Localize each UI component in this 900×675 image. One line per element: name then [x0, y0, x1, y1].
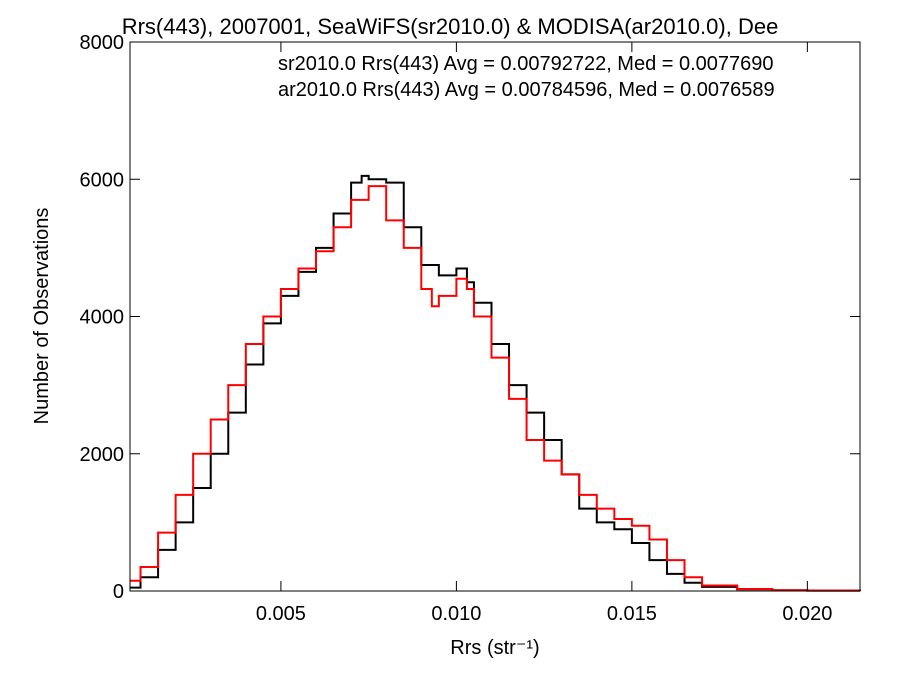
y-tick-label: 0	[113, 581, 124, 603]
legend: sr2010.0 Rrs(443) Avg = 0.00792722, Med …	[278, 53, 775, 101]
legend-entry-sr2010: sr2010.0 Rrs(443) Avg = 0.00792722, Med …	[278, 53, 774, 75]
series-layer	[130, 174, 861, 592]
ticks-layer: 0.005 0.010 0.015 0.020 0 2000 4000 6000 8000	[80, 32, 860, 625]
series-line-sr2010.0	[130, 174, 861, 592]
y-tick-label: 6000	[80, 169, 125, 191]
x-tick-label: 0.020	[782, 603, 832, 625]
plot-frame	[129, 41, 861, 592]
x-tick-label: 0.015	[607, 603, 657, 625]
series-line-ar2010.0	[130, 185, 861, 592]
y-tick-label: 8000	[80, 32, 125, 54]
x-tick-label: 0.010	[431, 603, 481, 625]
legend-entry-ar2010: ar2010.0 Rrs(443) Avg = 0.00784596, Med …	[278, 79, 775, 101]
y-axis-label: Number of Observations	[31, 208, 53, 425]
x-axis-label: Rrs (str⁻¹)	[450, 637, 539, 659]
y-tick-label: 2000	[80, 444, 125, 466]
chart-title: Rrs(443), 2007001, SeaWiFS(sr2010.0) & M…	[122, 14, 779, 39]
x-tick-label: 0.005	[256, 603, 306, 625]
y-tick-label: 4000	[80, 307, 125, 329]
